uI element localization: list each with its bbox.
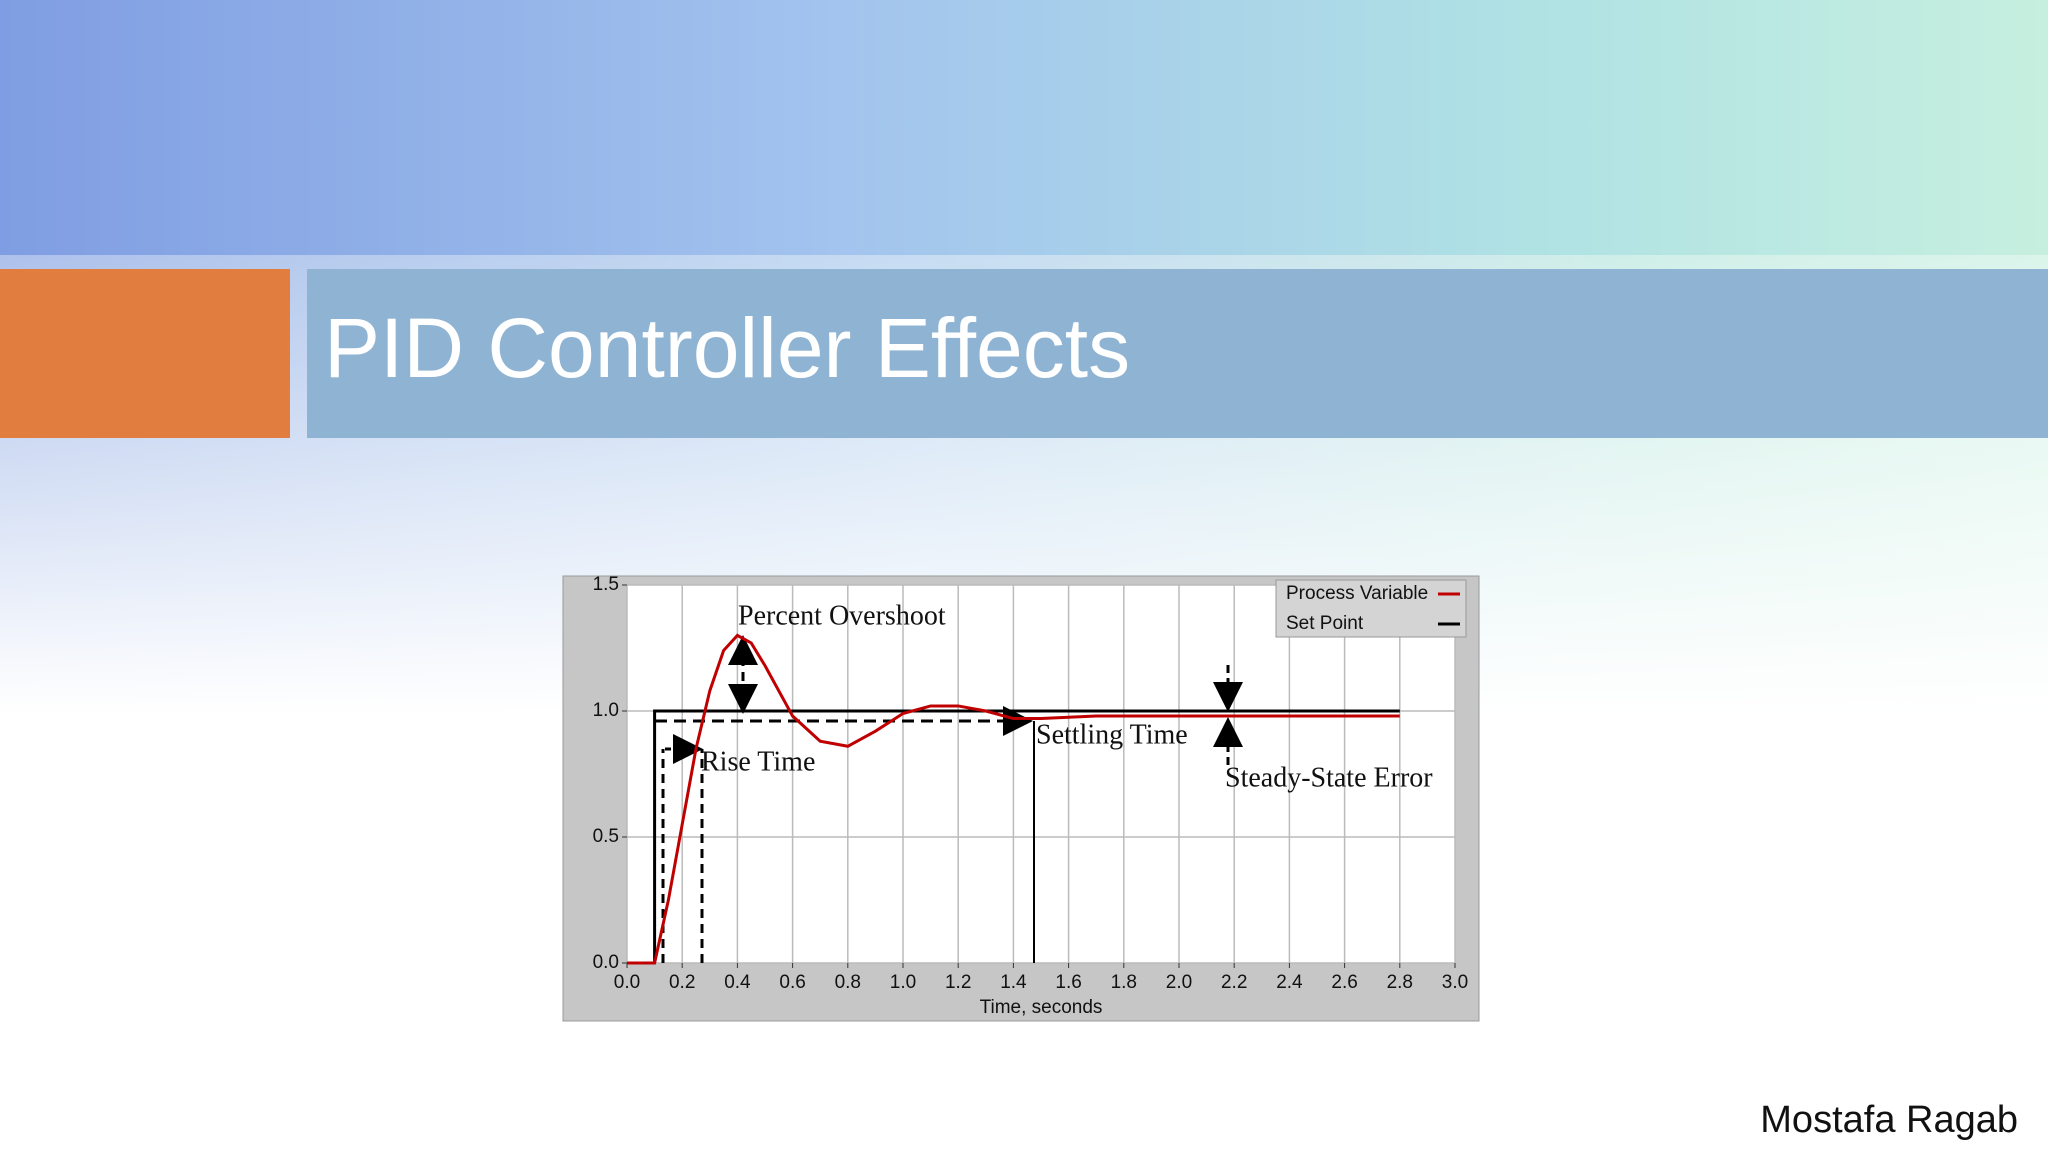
header-band — [0, 0, 2048, 255]
x-tick-label: 1.4 — [1000, 972, 1027, 993]
y-tick-label: 0.5 — [593, 826, 619, 847]
series-line — [653, 709, 1400, 963]
x-tick-label: 2.2 — [1221, 972, 1247, 993]
accent-block — [0, 269, 290, 438]
x-tick-label: 0.4 — [724, 972, 751, 993]
x-axis-label: Time, seconds — [980, 997, 1103, 1018]
x-tick-label: 1.8 — [1111, 972, 1137, 993]
x-tick-label: 0.0 — [614, 972, 640, 993]
x-tick-label: 1.6 — [1055, 972, 1081, 993]
y-tick-label: 0.0 — [593, 952, 619, 973]
x-tick-label: 0.8 — [835, 972, 861, 993]
annotation: Steady-State Error — [1225, 762, 1433, 793]
legend-label: Process Variable — [1286, 583, 1428, 604]
series-line — [627, 633, 1400, 965]
legend-label: Set Point — [1286, 613, 1364, 634]
title-bar — [307, 269, 2048, 438]
annotation: Percent Overshoot — [738, 600, 946, 631]
annotation: Settling Time — [1036, 719, 1188, 750]
x-tick-label: 2.4 — [1276, 972, 1303, 993]
x-tick-label: 1.0 — [890, 972, 916, 993]
x-tick-label: 2.8 — [1387, 972, 1413, 993]
y-tick-label: 1.0 — [593, 700, 619, 721]
x-tick-label: 2.6 — [1331, 972, 1357, 993]
y-tick-label: 1.5 — [593, 574, 619, 595]
annotation: Rise Time — [701, 746, 815, 777]
author: Mostafa Ragab — [1760, 1099, 2018, 1141]
slide-title: PID Controller Effects — [324, 301, 1131, 395]
x-tick-label: 2.0 — [1166, 972, 1192, 993]
x-tick-label: 0.6 — [779, 972, 805, 993]
legend — [1275, 579, 1467, 638]
x-tick-label: 1.2 — [945, 972, 971, 993]
x-tick-label: 3.0 — [1442, 972, 1468, 993]
x-tick-label: 0.2 — [669, 972, 695, 993]
